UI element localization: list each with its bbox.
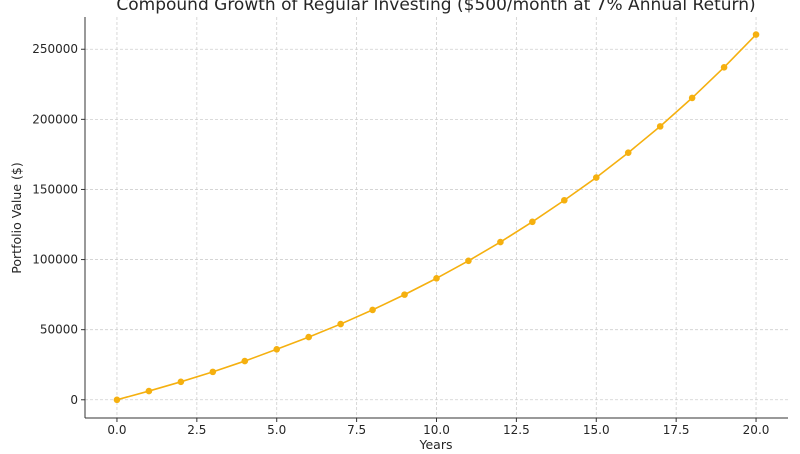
x-tick-label: 17.5 [663,423,690,437]
y-axis-title: Portfolio Value ($) [9,162,24,273]
x-tick-label: 20.0 [743,423,770,437]
data-point [401,291,408,298]
data-point [209,368,217,376]
y-tick-label: 50000 [40,323,78,337]
data-point [529,218,536,226]
data-point [433,275,440,282]
x-tick-label: 10.0 [423,423,450,437]
data-point [305,333,312,341]
data-point [241,357,249,365]
y-tick-label: 250000 [32,42,78,56]
data-point [369,306,376,314]
data-point [113,396,121,404]
data-point [592,174,600,181]
data-point [656,123,664,130]
data-point [561,196,568,204]
x-tick-label: 15.0 [583,423,610,437]
grid [85,17,788,418]
data-point [177,378,185,386]
x-tick-label: 2.5 [187,423,206,437]
axes: 0.0 2.5 5.0 7.5 10.0 12.5 15.0 17.5 20.0 0 50000 10… [32,17,788,437]
y-tick-label: 0 [70,393,78,407]
data-point [145,387,153,395]
data-point [273,345,281,353]
y-tick-label: 100000 [32,253,78,267]
data-point [337,320,344,328]
x-tick-label: 5.0 [267,423,286,437]
x-tick-label: 0.0 [107,423,126,437]
data-point [720,64,728,71]
data-point [688,94,696,102]
y-tick-label: 150000 [32,182,78,196]
x-tick-label: 12.5 [503,423,530,437]
x-axis-title: Years [419,437,453,450]
x-tick-label: 7.5 [347,423,366,437]
y-tick-label: 200000 [32,112,78,126]
data-point [497,238,504,246]
series-layer [113,31,760,404]
data-point [624,149,632,157]
chart-title: Compound Growth of Regular Investing ($5… [116,0,755,15]
data-point [465,257,472,265]
data-point [752,31,760,38]
